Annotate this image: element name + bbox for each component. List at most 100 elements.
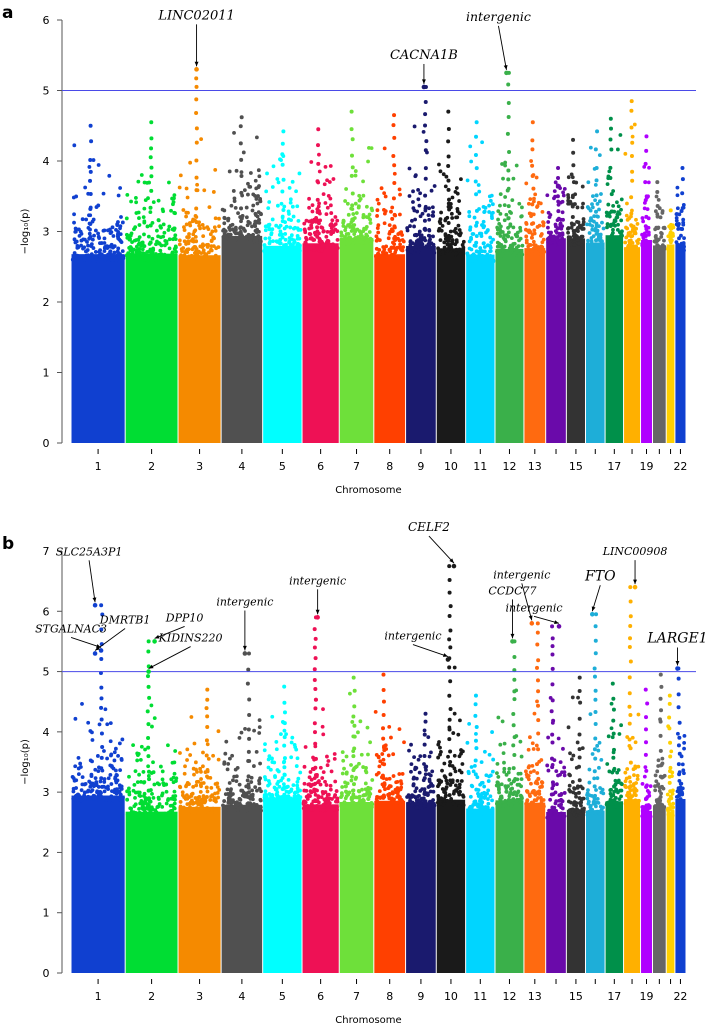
data-point — [118, 768, 123, 772]
data-point — [262, 748, 267, 753]
data-point — [589, 239, 594, 244]
data-point — [110, 225, 115, 230]
data-point — [395, 245, 400, 250]
data-point — [435, 800, 440, 805]
data-point — [490, 730, 494, 734]
data-point — [156, 218, 161, 222]
data-point — [611, 696, 616, 701]
data-point — [100, 745, 105, 750]
data-point — [140, 247, 145, 252]
annotation-arrow — [428, 535, 455, 564]
data-point — [95, 754, 100, 758]
data-point — [532, 711, 537, 716]
data-point — [571, 229, 576, 233]
data-point — [680, 166, 685, 171]
data-point — [89, 252, 94, 257]
data-point — [76, 772, 81, 776]
data-point — [253, 219, 258, 224]
data-point — [196, 802, 201, 807]
data-point — [292, 794, 297, 799]
annotated-point — [421, 84, 427, 90]
data-point — [414, 776, 419, 781]
data-point — [317, 152, 321, 157]
annotation-arrow — [88, 560, 96, 603]
data-point — [267, 236, 272, 240]
data-point — [119, 757, 124, 761]
data-point — [633, 787, 638, 791]
data-point — [568, 199, 573, 204]
data-point — [173, 794, 178, 798]
data-point — [280, 162, 285, 167]
data-point — [497, 787, 501, 792]
data-point — [138, 242, 143, 247]
data-point — [594, 178, 599, 183]
data-point — [142, 232, 146, 237]
data-point — [75, 792, 80, 797]
data-point — [366, 159, 370, 164]
data-point — [618, 133, 623, 137]
data-point — [73, 229, 78, 234]
data-point — [629, 211, 634, 216]
data-point — [296, 801, 301, 806]
data-point — [585, 222, 589, 227]
data-point — [313, 706, 318, 711]
data-point — [608, 176, 613, 181]
data-point — [172, 789, 177, 794]
data-point — [592, 784, 597, 789]
data-point — [441, 802, 446, 807]
chromosome-12-block — [495, 248, 524, 443]
data-point — [668, 789, 673, 794]
data-point — [335, 798, 340, 803]
data-point — [490, 798, 494, 803]
annotated-point — [92, 651, 98, 656]
data-point — [374, 797, 379, 802]
data-point — [147, 815, 152, 820]
data-point — [391, 123, 396, 128]
data-point — [495, 771, 499, 776]
data-point — [645, 701, 650, 706]
data-point — [422, 799, 427, 804]
data-point — [675, 731, 680, 736]
data-point — [342, 237, 347, 241]
data-point — [655, 180, 660, 185]
data-point — [531, 747, 536, 751]
data-point — [178, 800, 183, 804]
annotation-label: LINC00908 — [602, 545, 668, 558]
data-point — [118, 186, 123, 190]
data-point — [295, 236, 300, 241]
data-point — [481, 808, 485, 813]
data-point — [506, 100, 511, 105]
data-point — [224, 234, 229, 239]
data-point — [93, 776, 98, 781]
data-point — [135, 758, 140, 763]
data-point — [312, 627, 317, 632]
data-point — [208, 232, 213, 237]
data-point — [510, 786, 515, 791]
data-point — [467, 210, 472, 214]
data-point — [458, 252, 463, 256]
data-point — [585, 796, 590, 801]
data-point — [671, 801, 676, 806]
data-point — [351, 782, 356, 787]
data-point — [344, 770, 349, 775]
data-point — [440, 768, 444, 773]
data-point — [148, 240, 153, 245]
data-point — [510, 246, 514, 250]
chromosome-13-block — [524, 248, 546, 443]
data-point — [519, 777, 524, 781]
chromosome-22-block — [675, 243, 686, 443]
data-point — [277, 232, 282, 237]
data-point — [84, 253, 89, 258]
data-point — [195, 259, 200, 263]
data-point — [461, 803, 466, 808]
data-point — [577, 675, 582, 680]
data-point — [90, 738, 95, 742]
data-point — [648, 814, 653, 819]
data-point — [186, 235, 191, 239]
data-point — [558, 760, 563, 765]
data-point — [635, 802, 640, 807]
data-point — [388, 249, 393, 254]
data-point — [517, 201, 522, 206]
data-point — [367, 230, 372, 234]
data-point — [102, 249, 107, 254]
